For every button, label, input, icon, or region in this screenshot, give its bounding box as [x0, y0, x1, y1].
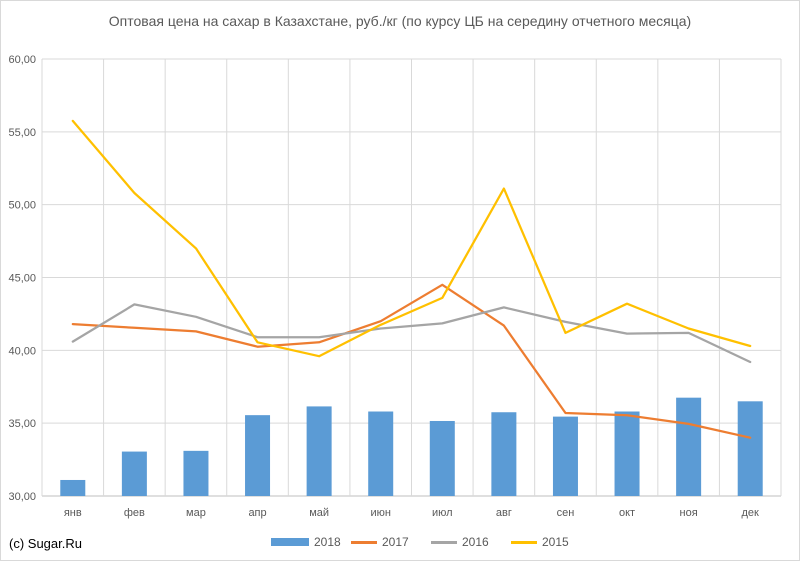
- x-tick-label: мар: [186, 507, 206, 519]
- legend: 2018 2017 2016 2015: [0, 532, 800, 552]
- chart-title: Оптовая цена на сахар в Казахстане, руб.…: [108, 13, 692, 29]
- copyright-text: (c) Sugar.Ru: [9, 536, 82, 551]
- bar-2018: [552, 416, 578, 496]
- legend-swatch: [351, 540, 377, 544]
- legend-item-2018: 2018: [271, 532, 341, 552]
- y-tick-label: 55,00: [8, 127, 36, 139]
- legend-swatch: [431, 540, 457, 544]
- x-tick-label: июн: [370, 507, 390, 519]
- y-tick-label: 40,00: [8, 345, 36, 357]
- y-tick-label: 30,00: [8, 491, 36, 503]
- series-line-2017: [71, 283, 752, 439]
- grid-layer: [41, 58, 782, 497]
- bar-2018: [183, 450, 209, 496]
- x-tick-label: окт: [619, 507, 635, 519]
- legend-item-2016: 2016: [431, 532, 489, 552]
- bar-2018: [368, 411, 394, 496]
- legend-label: 2017: [382, 535, 409, 549]
- y-tick-label: 50,00: [8, 200, 36, 212]
- bar-2018: [429, 420, 455, 496]
- bar-2018: [676, 397, 702, 496]
- y-tick-label: 45,00: [8, 273, 36, 285]
- line-layer: [71, 119, 752, 439]
- x-tick-label: июл: [432, 507, 453, 519]
- x-tick-label: фев: [124, 507, 145, 519]
- x-tick-label: дек: [742, 507, 760, 519]
- bar-2018: [614, 411, 640, 496]
- legend-label: 2015: [542, 535, 569, 549]
- legend-label: 2016: [462, 535, 489, 549]
- bar-2018: [306, 406, 332, 496]
- series-line-2016: [71, 303, 752, 364]
- bar-2018: [121, 451, 147, 496]
- x-tick-label: апр: [248, 507, 266, 519]
- x-tick-label: янв: [64, 507, 82, 519]
- axis-layer: 30,00 35,00 40,00 45,00 50,00 55,00 60,00 янв фе…: [8, 54, 759, 519]
- legend-item-2017: 2017: [351, 532, 409, 552]
- series-line-2015: [71, 119, 752, 358]
- bar-2018: [737, 401, 763, 496]
- legend-label: 2018: [314, 535, 341, 549]
- legend-swatch: [511, 540, 537, 544]
- bar-2018: [245, 415, 271, 496]
- x-tick-label: авг: [496, 507, 512, 519]
- x-tick-label: ноя: [680, 507, 698, 519]
- x-tick-label: май: [309, 507, 329, 519]
- x-tick-label: сен: [557, 507, 575, 519]
- bar-layer: [60, 397, 763, 496]
- bar-2018: [60, 479, 86, 496]
- y-tick-label: 35,00: [8, 418, 36, 430]
- legend-swatch: [271, 538, 309, 546]
- legend-item-2015: 2015: [511, 532, 569, 552]
- y-tick-label: 60,00: [8, 54, 36, 66]
- bar-2018: [491, 412, 517, 496]
